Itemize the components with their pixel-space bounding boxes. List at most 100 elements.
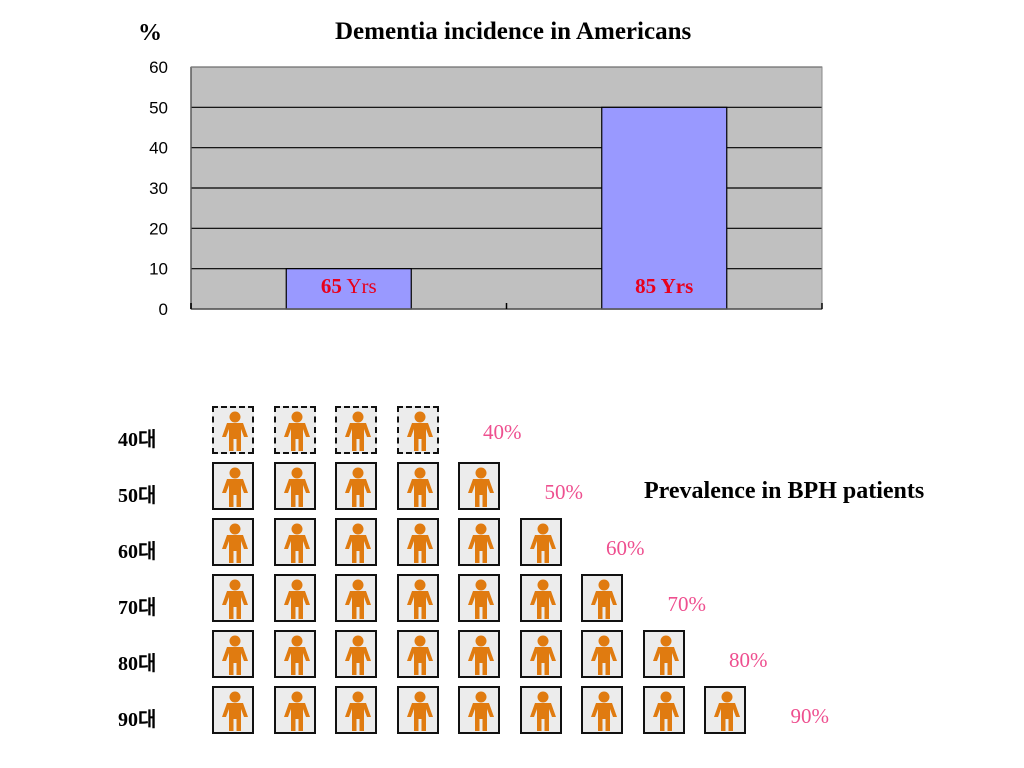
person-cell	[642, 630, 685, 678]
person-icon	[406, 691, 433, 731]
person-cell	[335, 574, 377, 622]
y-tick-label: 10	[149, 260, 168, 279]
person-cell	[396, 518, 439, 566]
person-cell	[273, 406, 316, 454]
age-group-label: 70대	[118, 597, 157, 619]
y-tick-label: 30	[149, 179, 168, 198]
person-icon	[468, 523, 494, 563]
person-icon	[468, 691, 494, 731]
person-cell	[273, 462, 316, 510]
prevalence-percent: 70%	[667, 592, 707, 616]
person-cell	[273, 518, 316, 566]
age-group-label: 60대	[118, 541, 157, 563]
person-cell	[396, 686, 439, 734]
person-cell	[642, 686, 685, 734]
bar-label-unit: Yrs	[656, 274, 693, 298]
person-cell	[273, 630, 316, 678]
person-icon	[222, 635, 248, 675]
person-cell	[519, 518, 562, 566]
person-icon	[406, 467, 433, 507]
bph-title: Prevalence in BPH patients	[644, 478, 925, 504]
person-cell	[581, 574, 623, 622]
y-tick-label: 50	[149, 98, 168, 117]
person-icon	[406, 523, 433, 563]
person-icon	[468, 635, 494, 675]
person-cell	[396, 406, 439, 454]
person-icon	[529, 691, 556, 731]
person-icon	[345, 411, 371, 451]
person-icon	[345, 579, 371, 619]
person-icon	[406, 411, 433, 451]
y-axis-ticks: 60 50 40 30 20 10 0	[149, 58, 168, 319]
person-cell	[273, 574, 316, 622]
person-icon	[652, 635, 679, 675]
person-icon	[283, 467, 310, 507]
person-cell	[519, 630, 562, 678]
person-cell	[212, 518, 254, 566]
person-icon	[714, 691, 740, 731]
person-cell	[273, 686, 316, 734]
person-icon	[468, 579, 494, 619]
person-icon	[283, 691, 310, 731]
person-icon	[529, 523, 556, 563]
person-cell	[396, 574, 439, 622]
age-group-label: 50대	[118, 485, 157, 507]
age-group-label: 80대	[118, 653, 157, 675]
age-group-label: 90대	[118, 709, 157, 731]
person-icon	[283, 579, 310, 619]
axes	[190, 66, 823, 310]
person-cell	[212, 630, 254, 678]
prevalence-percent: 80%	[729, 648, 768, 672]
person-icon	[468, 467, 494, 507]
person-cell	[458, 574, 500, 622]
y-tick-label: 20	[149, 219, 168, 238]
bar-label-unit: Yrs	[342, 274, 377, 298]
person-icon	[591, 635, 617, 675]
person-cell	[396, 630, 439, 678]
person-cell	[458, 630, 500, 678]
person-icon	[222, 691, 248, 731]
prevalence-percent: 60%	[606, 536, 645, 560]
person-cell	[581, 630, 623, 678]
person-icon	[222, 523, 248, 563]
person-icon	[406, 635, 433, 675]
person-cell	[458, 518, 500, 566]
person-cell	[519, 574, 562, 622]
person-cell	[212, 462, 254, 510]
person-icon	[345, 523, 371, 563]
age-group-label: 40대	[118, 429, 157, 451]
bar	[601, 106, 728, 310]
person-cell	[212, 686, 254, 734]
person-cell	[335, 686, 377, 734]
bar-label: 65 Yrs	[321, 274, 377, 298]
person-cell	[458, 686, 500, 734]
y-tick-label: 40	[149, 139, 168, 158]
bar-label: 85 Yrs	[635, 274, 693, 298]
y-tick-label: 0	[159, 300, 168, 319]
bar-label-number: 65	[321, 274, 342, 298]
person-cell	[458, 462, 500, 510]
person-icon	[345, 467, 371, 507]
person-cell	[335, 462, 377, 510]
person-icon	[652, 691, 679, 731]
person-icon	[591, 579, 617, 619]
person-cell	[396, 462, 439, 510]
person-cell	[704, 686, 746, 734]
person-icon	[283, 635, 310, 675]
person-icon	[345, 691, 371, 731]
person-cell	[335, 406, 377, 454]
person-icon	[406, 579, 433, 619]
bars: 65 Yrs 85 Yrs	[285, 106, 728, 310]
person-cell	[335, 630, 377, 678]
chart-title: Dementia incidence in Americans	[335, 18, 692, 45]
person-cell	[519, 686, 562, 734]
prevalence-percent: 40%	[483, 420, 522, 444]
person-icon	[529, 579, 556, 619]
person-icon	[283, 411, 310, 451]
person-icon	[591, 691, 617, 731]
person-icon	[222, 579, 248, 619]
person-cell	[335, 518, 377, 566]
person-cell	[212, 406, 254, 454]
person-icon	[222, 411, 248, 451]
